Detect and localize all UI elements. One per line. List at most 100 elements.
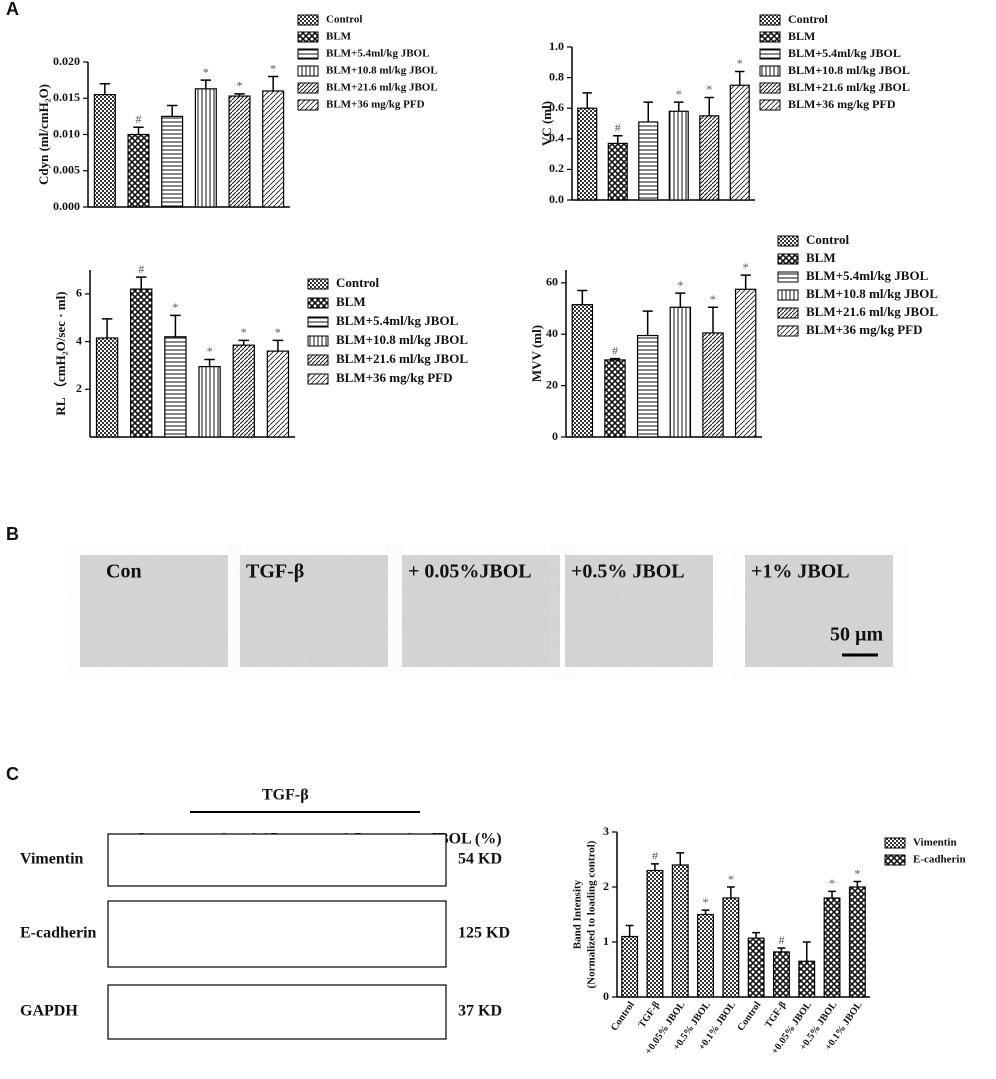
legend-swatch: [297, 82, 319, 94]
bar: [194, 88, 217, 208]
error-bar: [676, 852, 685, 865]
micrograph-texture: [565, 555, 713, 667]
y-tick-label: 20: [546, 377, 558, 391]
error-bar: [625, 924, 634, 937]
significance-mark: #: [615, 120, 621, 134]
y-tick-label: 2: [603, 879, 609, 893]
legend-label: BLM+21.6 ml/kg JBOL: [326, 82, 438, 94]
significance-mark: #: [612, 343, 618, 357]
significance-mark: *: [706, 82, 712, 96]
bar: [607, 142, 628, 201]
y-axis-label: RL （cmH₂O/sec · ml): [53, 291, 68, 415]
legend-swatch: [777, 271, 799, 283]
legend-label: Control: [326, 14, 362, 26]
bar: [722, 897, 740, 998]
legend-swatch: [307, 354, 329, 366]
y-tick-label: 3: [603, 824, 609, 838]
bar: [848, 886, 866, 998]
legend-swatch: [777, 289, 799, 301]
size-label: 125 KD: [458, 925, 510, 942]
legend-swatch: [759, 48, 781, 60]
y-axis-label: VC (ml): [539, 101, 554, 146]
legend-swatch: [297, 14, 319, 26]
y-tick-label: 0.015: [53, 90, 80, 104]
panel-label: B: [6, 524, 19, 544]
x-tick-label: Control: [735, 1000, 763, 1034]
y-tick-label: 6: [76, 286, 82, 300]
x-tick-label: TGF-β: [763, 1000, 789, 1030]
legend-label: BLM: [336, 294, 366, 309]
bar: [228, 95, 251, 208]
y-tick-label: 0.020: [53, 54, 80, 68]
y-tick-label: 60: [546, 275, 558, 289]
micrograph-label: + 0.05%JBOL: [408, 561, 532, 583]
micrograph-texture: [240, 555, 388, 667]
legend-swatch: [307, 278, 329, 290]
legend-label: BLM: [326, 31, 352, 43]
bar: [729, 84, 750, 201]
legend-swatch: [297, 48, 319, 60]
error-bar: [238, 339, 250, 346]
error-bar: [170, 314, 181, 337]
chart: 0.0 0.2 0.4 0.6 0.8 1.0 VC (ml) # * * * Control BLM B…: [539, 12, 910, 206]
significance-mark: *: [854, 866, 860, 880]
y-tick-label: 1: [603, 934, 609, 948]
y-tick-label: 2: [76, 381, 82, 395]
y-tick-label: 1.0: [549, 39, 564, 53]
significance-mark: *: [207, 344, 213, 358]
bar: [127, 133, 150, 208]
bar: [198, 366, 221, 438]
bar: [130, 288, 153, 438]
chart: 0 1 2 3 Band Intensity (Normalized to loading…: [572, 824, 966, 1057]
bar: [621, 935, 639, 998]
legend-swatch: [884, 837, 906, 849]
significance-mark: *: [677, 278, 683, 292]
size-label: 54 KD: [458, 851, 502, 868]
x-tick-label: TGF-β: [637, 1000, 663, 1030]
legend-label: BLM+21.6 ml/kg JBOL: [336, 351, 468, 366]
micrograph-texture: [745, 555, 893, 667]
y-tick-label: 0.2: [549, 161, 564, 175]
legend-swatch: [759, 65, 781, 77]
significance-mark: *: [743, 260, 749, 274]
significance-mark: *: [737, 56, 743, 70]
legend-label: BLM+21.6 ml/kg JBOL: [806, 304, 938, 319]
chart: 0.000 0.005 0.010 0.015 0.020 Cdyn (ml/cmH₂O)…: [36, 14, 438, 213]
bar: [604, 359, 626, 438]
error-bar: [707, 306, 719, 333]
y-tick-label: 40: [546, 326, 558, 340]
legend-label: BLM+5.4ml/kg JBOL: [336, 313, 459, 328]
legend-swatch: [777, 253, 799, 265]
legend-swatch: [759, 82, 781, 94]
significance-mark: *: [275, 325, 281, 339]
significance-mark: *: [703, 895, 709, 909]
error-bar: [701, 909, 710, 915]
y-tick-label: 0.010: [53, 126, 80, 140]
significance-mark: #: [652, 849, 658, 863]
error-bar: [777, 947, 786, 952]
error-bar: [853, 880, 862, 887]
bar: [232, 344, 255, 438]
error-bar: [674, 101, 684, 112]
error-bar: [613, 134, 623, 144]
bar: [571, 304, 594, 438]
y-tick-label: 0.000: [53, 199, 80, 213]
error-bar: [272, 339, 284, 352]
chart: 0 20 40 60 MVV (ml) # * * * Control BLM BLM+5.4ml/k…: [529, 232, 938, 443]
protein-label: E-cadherin: [20, 925, 97, 942]
bar: [702, 332, 724, 438]
bar: [164, 336, 187, 438]
legend-label: BLM: [806, 250, 836, 265]
error-bar: [752, 931, 761, 939]
chart: 2 4 6 RL （cmH₂O/sec · ml) # * * * * Control BLM BLM…: [53, 262, 468, 438]
y-tick-label: 0.0: [549, 192, 564, 206]
legend-swatch: [777, 235, 799, 247]
significance-mark: *: [829, 876, 835, 890]
error-bar: [166, 104, 178, 117]
bar: [798, 960, 816, 998]
micrographs: Con TGF-β + 0.05%JBOL +0.5% JBOL +1% JBOL 50 …: [80, 555, 893, 667]
y-axis-label: Cdyn (ml/cmH₂O): [36, 84, 51, 185]
x-tick-label: Control: [609, 1000, 637, 1034]
protein-label: GAPDH: [20, 1003, 78, 1020]
legend-swatch: [307, 335, 329, 347]
